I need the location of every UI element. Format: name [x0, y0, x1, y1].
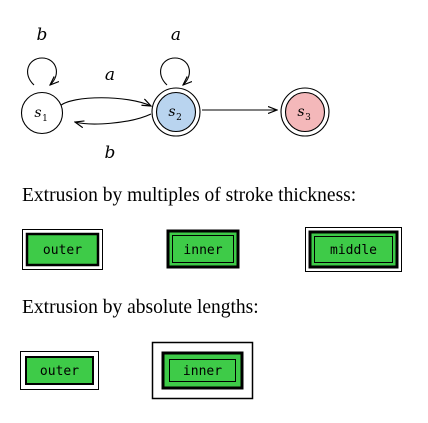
box-outer-stroke-multiple: outer: [22, 229, 103, 270]
self-loop-s1-label: b: [37, 25, 48, 45]
self-loop-s2-label: a: [171, 25, 181, 45]
box-outer-absolute-label: outer: [40, 364, 79, 379]
self-loop-s2: a: [160, 25, 190, 85]
box-middle-label: middle: [330, 243, 377, 258]
caption-stroke-multiples: Extrusion by multiples of stroke thickne…: [22, 185, 357, 206]
box-outer-label: outer: [43, 243, 82, 258]
state-s3-label: s: [297, 104, 304, 120]
state-s1-subscript: 1: [42, 114, 48, 124]
state-s3-subscript: 3: [305, 113, 311, 123]
caption-absolute-lengths: Extrusion by absolute lengths:: [22, 297, 259, 318]
edge-s1-to-s2-label: a: [105, 65, 115, 85]
box-inner-absolute-label: inner: [183, 364, 222, 379]
state-s2-subscript: 2: [176, 113, 182, 123]
box-outer-absolute: outer: [20, 351, 99, 390]
edge-s2-to-s1-label: b: [105, 143, 116, 163]
edge-s1-to-s2: a: [59, 65, 151, 106]
state-s1-label: s: [34, 105, 41, 121]
state-s2: s 2: [151, 87, 201, 137]
state-s3: s 3: [280, 87, 330, 137]
state-s1: s 1: [20, 91, 64, 135]
self-loop-s1: b: [27, 25, 57, 85]
edge-s2-to-s1: b: [75, 113, 152, 163]
box-middle-stroke-multiple: middle: [305, 227, 402, 272]
box-inner-stroke-multiple: inner: [166, 229, 240, 269]
box-inner-absolute: inner: [151, 341, 254, 400]
box-inner-label: inner: [183, 243, 222, 258]
state-s2-label: s: [168, 104, 175, 120]
